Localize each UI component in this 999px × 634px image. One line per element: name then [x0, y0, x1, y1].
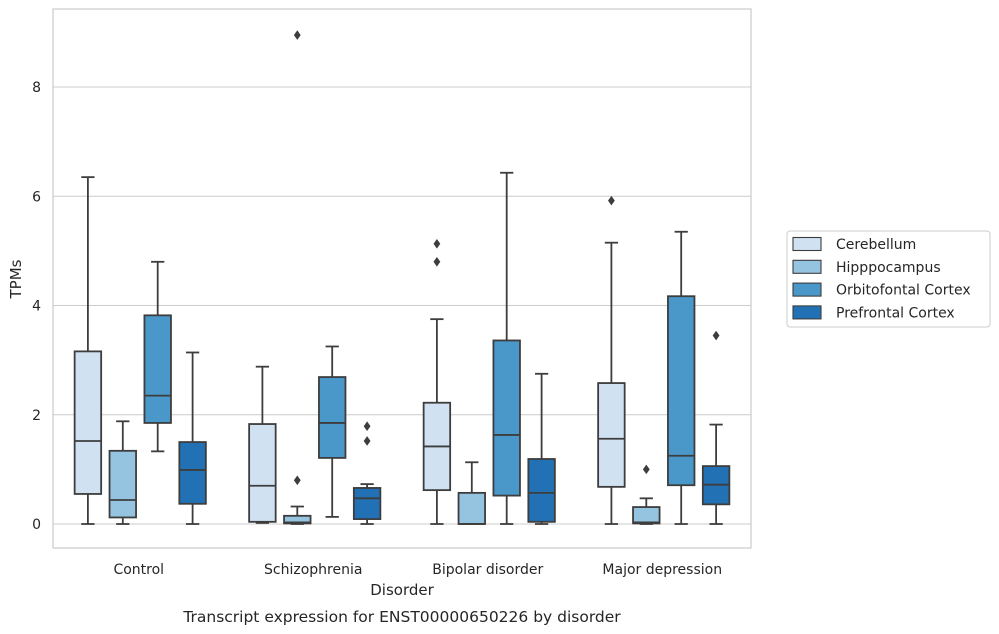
outlier-point	[433, 257, 441, 267]
y-tick-labels: 0 2 4 6 8	[32, 80, 41, 533]
box-iqr	[283, 514, 312, 525]
box-orbitofontal-cortex-2	[492, 171, 521, 525]
legend-label: Prefrontal Cortex	[836, 305, 955, 321]
box-cerebellum-3	[597, 195, 626, 525]
box-iqr	[667, 295, 696, 487]
y-tick-label: 0	[32, 517, 41, 533]
legend-swatch	[792, 305, 822, 320]
outlier-point	[363, 421, 371, 432]
box-iqr	[248, 423, 277, 523]
box-iqr	[492, 339, 521, 497]
legend-swatch	[792, 236, 822, 252]
box-orbitofontal-cortex-3	[667, 230, 696, 525]
box-iqr	[143, 314, 172, 424]
box-plots	[73, 30, 731, 525]
box-prefrontal-cortex-0	[178, 351, 207, 525]
box-orbitofontal-cortex-0	[143, 260, 172, 453]
plot-frame	[52, 8, 752, 549]
figure-caption: Transcript expression for ENST0000065022…	[182, 608, 621, 626]
box-hipppocampus-2	[457, 461, 486, 525]
outlier-point	[642, 464, 650, 475]
legend-label: Cerebellum	[836, 237, 916, 253]
legend-swatch	[792, 282, 822, 297]
y-tick-label: 4	[32, 299, 41, 315]
y-tick-label: 8	[32, 80, 41, 96]
box-cerebellum-0	[73, 176, 103, 525]
box-prefrontal-cortex-3	[701, 330, 731, 525]
box-cerebellum-2	[422, 238, 452, 525]
box-iqr	[457, 491, 486, 525]
plot-background	[53, 9, 751, 548]
box-iqr	[632, 506, 661, 525]
box-iqr	[73, 350, 103, 495]
x-tick-label: Control	[113, 562, 164, 578]
box-prefrontal-cortex-2	[527, 372, 556, 525]
y-tick-label: 2	[32, 408, 41, 424]
x-tick-labels: Control Schizophrenia Bipolar disorder Majo…	[113, 562, 722, 578]
box-prefrontal-cortex-1	[352, 421, 382, 525]
box-orbitofontal-cortex-1	[318, 345, 347, 518]
box-iqr	[108, 449, 137, 519]
legend-frame	[786, 230, 991, 328]
x-tick-label: Major depression	[602, 562, 722, 578]
box-iqr	[318, 376, 347, 459]
outlier-point	[293, 475, 301, 486]
legend: Cerebellum Hipppocampus Orbitofontal Corte…	[786, 230, 991, 328]
box-iqr	[352, 487, 382, 520]
box-hipppocampus-0	[108, 420, 137, 525]
y-axis-label: TPMs	[7, 259, 25, 299]
outlier-point	[363, 436, 371, 446]
legend-label: Orbitofontal Cortex	[836, 283, 971, 299]
box-hipppocampus-1	[283, 30, 312, 525]
box-hipppocampus-3	[632, 464, 661, 525]
outlier-point	[433, 238, 441, 249]
y-tick-label: 6	[32, 189, 41, 205]
box-iqr	[178, 441, 207, 505]
outlier-point	[608, 195, 615, 206]
x-axis-label: Disorder	[370, 581, 434, 599]
outlier-point	[293, 30, 301, 40]
legend-label: Hipppocampus	[836, 260, 941, 276]
box-cerebellum-1	[248, 365, 277, 524]
x-tick-label: Schizophrenia	[264, 562, 362, 578]
x-tick-label: Bipolar disorder	[432, 562, 543, 578]
outlier-point	[712, 330, 720, 341]
box-iqr	[597, 382, 626, 488]
legend-swatch	[792, 259, 822, 274]
box-iqr	[527, 458, 556, 523]
